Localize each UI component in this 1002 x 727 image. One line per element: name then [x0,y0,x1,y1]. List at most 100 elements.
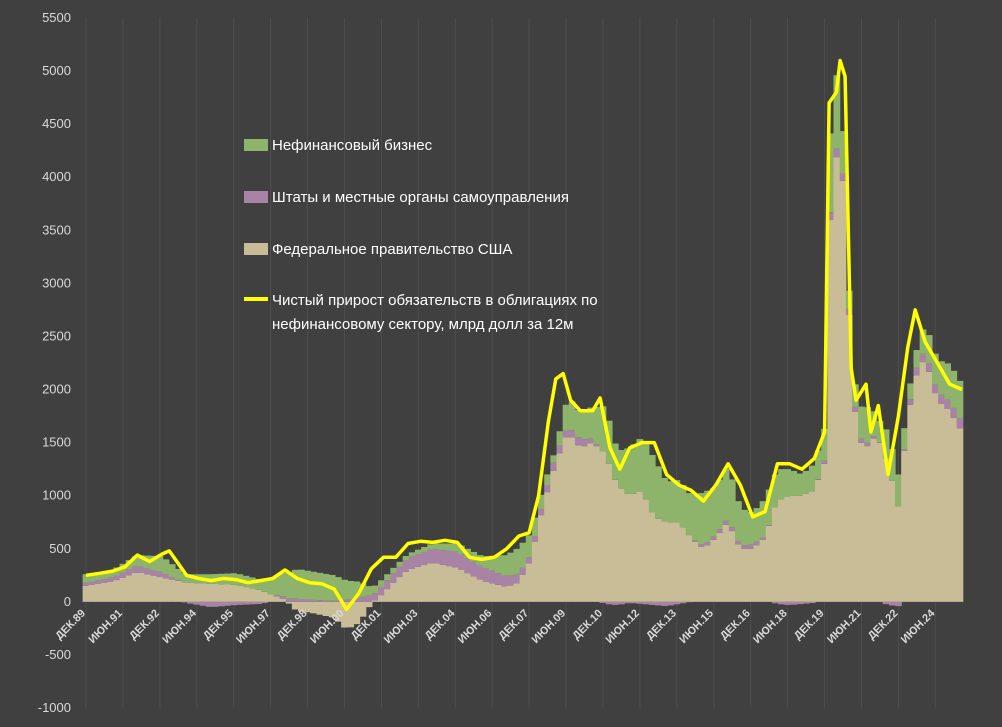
x-tick-label: ИЮН.24 [899,607,938,646]
bar-business [790,470,798,496]
bar-federal [747,548,755,602]
bar-states [605,601,613,605]
bar-federal [796,495,804,602]
bar-federal [365,601,373,608]
bar-federal [298,601,305,612]
bar-states [144,568,151,575]
bar-federal [353,601,361,625]
bar-business [334,577,342,601]
bar-federal [458,570,465,602]
bar-states [784,601,791,605]
bar-states [101,579,108,583]
bar-states [747,544,755,549]
bar-federal [421,565,428,602]
bar-business [642,444,650,500]
bar-federal [439,564,447,602]
bar-federal [895,506,902,602]
bar-federal [870,438,878,602]
x-tick-label: ИЮН.94 [160,607,199,646]
bar-federal [347,601,355,628]
legend-swatch-business [244,139,268,151]
y-tick-label: -1000 [38,700,71,715]
bar-states [470,561,478,577]
bar-federal [882,458,890,602]
bar-states [131,566,139,573]
legend: Нефинансовый бизнес Штаты и местные орга… [244,137,598,333]
bar-federal [722,524,730,602]
bar-federal [494,584,502,602]
bar-business [599,406,607,452]
bar-federal [636,491,644,602]
bar-business [827,133,835,213]
stacked-bars [82,75,964,628]
bar-states [550,462,558,471]
bar-business [359,583,367,597]
bar-federal [322,601,330,617]
bar-federal [648,512,656,602]
bar-states [648,601,656,605]
bar-federal [581,446,588,602]
bar-states [630,601,638,604]
bar-business [433,543,441,550]
bar-business [150,555,158,571]
bar-business [882,429,890,459]
bar-business [956,380,964,419]
bar-business [648,455,656,513]
bar-states [765,525,773,526]
bar-states [599,601,607,603]
bar-business [833,75,841,149]
bar-states [513,574,521,584]
bar-federal [704,545,711,602]
bar-federal [433,563,441,602]
bar-federal [470,576,478,602]
bar-states [525,557,533,564]
bar-federal [525,563,533,602]
bar-states [328,600,336,602]
bar-business [261,578,268,592]
bar-federal [771,507,779,602]
bar-federal [88,584,96,602]
bar-business [494,555,502,574]
bar-federal [531,541,539,602]
bar-states [316,600,324,602]
bar-federal [187,582,194,602]
x-tick-label: ДЕК.07 [496,607,531,642]
bar-business [753,508,761,542]
bar-federal [858,442,865,602]
bar-federal [230,584,238,602]
bar-business [895,474,902,507]
bar-states [298,599,305,602]
bar-federal [624,493,631,602]
bar-federal [402,571,410,602]
bar-states [698,544,705,548]
bar-states [482,568,490,582]
bar-states [464,558,471,574]
bar-federal [390,582,398,602]
bar-business [267,577,275,595]
bar-states [279,596,287,599]
bar-states [667,601,675,606]
bar-federal [710,539,718,602]
bar-business [341,579,348,600]
bar-states [519,567,527,575]
bar-federal [950,417,958,602]
bar-federal [556,453,564,602]
bar-business [679,485,687,528]
bar-states [371,593,379,601]
bar-states [636,601,644,604]
bar-business [439,543,447,551]
bar-business [655,466,662,519]
bar-business [913,350,921,368]
bar-states [882,601,890,605]
bar-states [925,363,933,372]
bar-federal [205,583,213,602]
bar-states [451,551,459,568]
bar-states [741,545,748,549]
bar-states [322,600,330,602]
bar-federal [101,582,108,602]
bar-business [138,555,145,567]
x-tick-label: ДЕК.89 [53,607,88,642]
bar-federal [655,518,662,602]
bar-federal [451,567,459,602]
legend-label-business: Нефинансовый бизнес [272,137,433,154]
